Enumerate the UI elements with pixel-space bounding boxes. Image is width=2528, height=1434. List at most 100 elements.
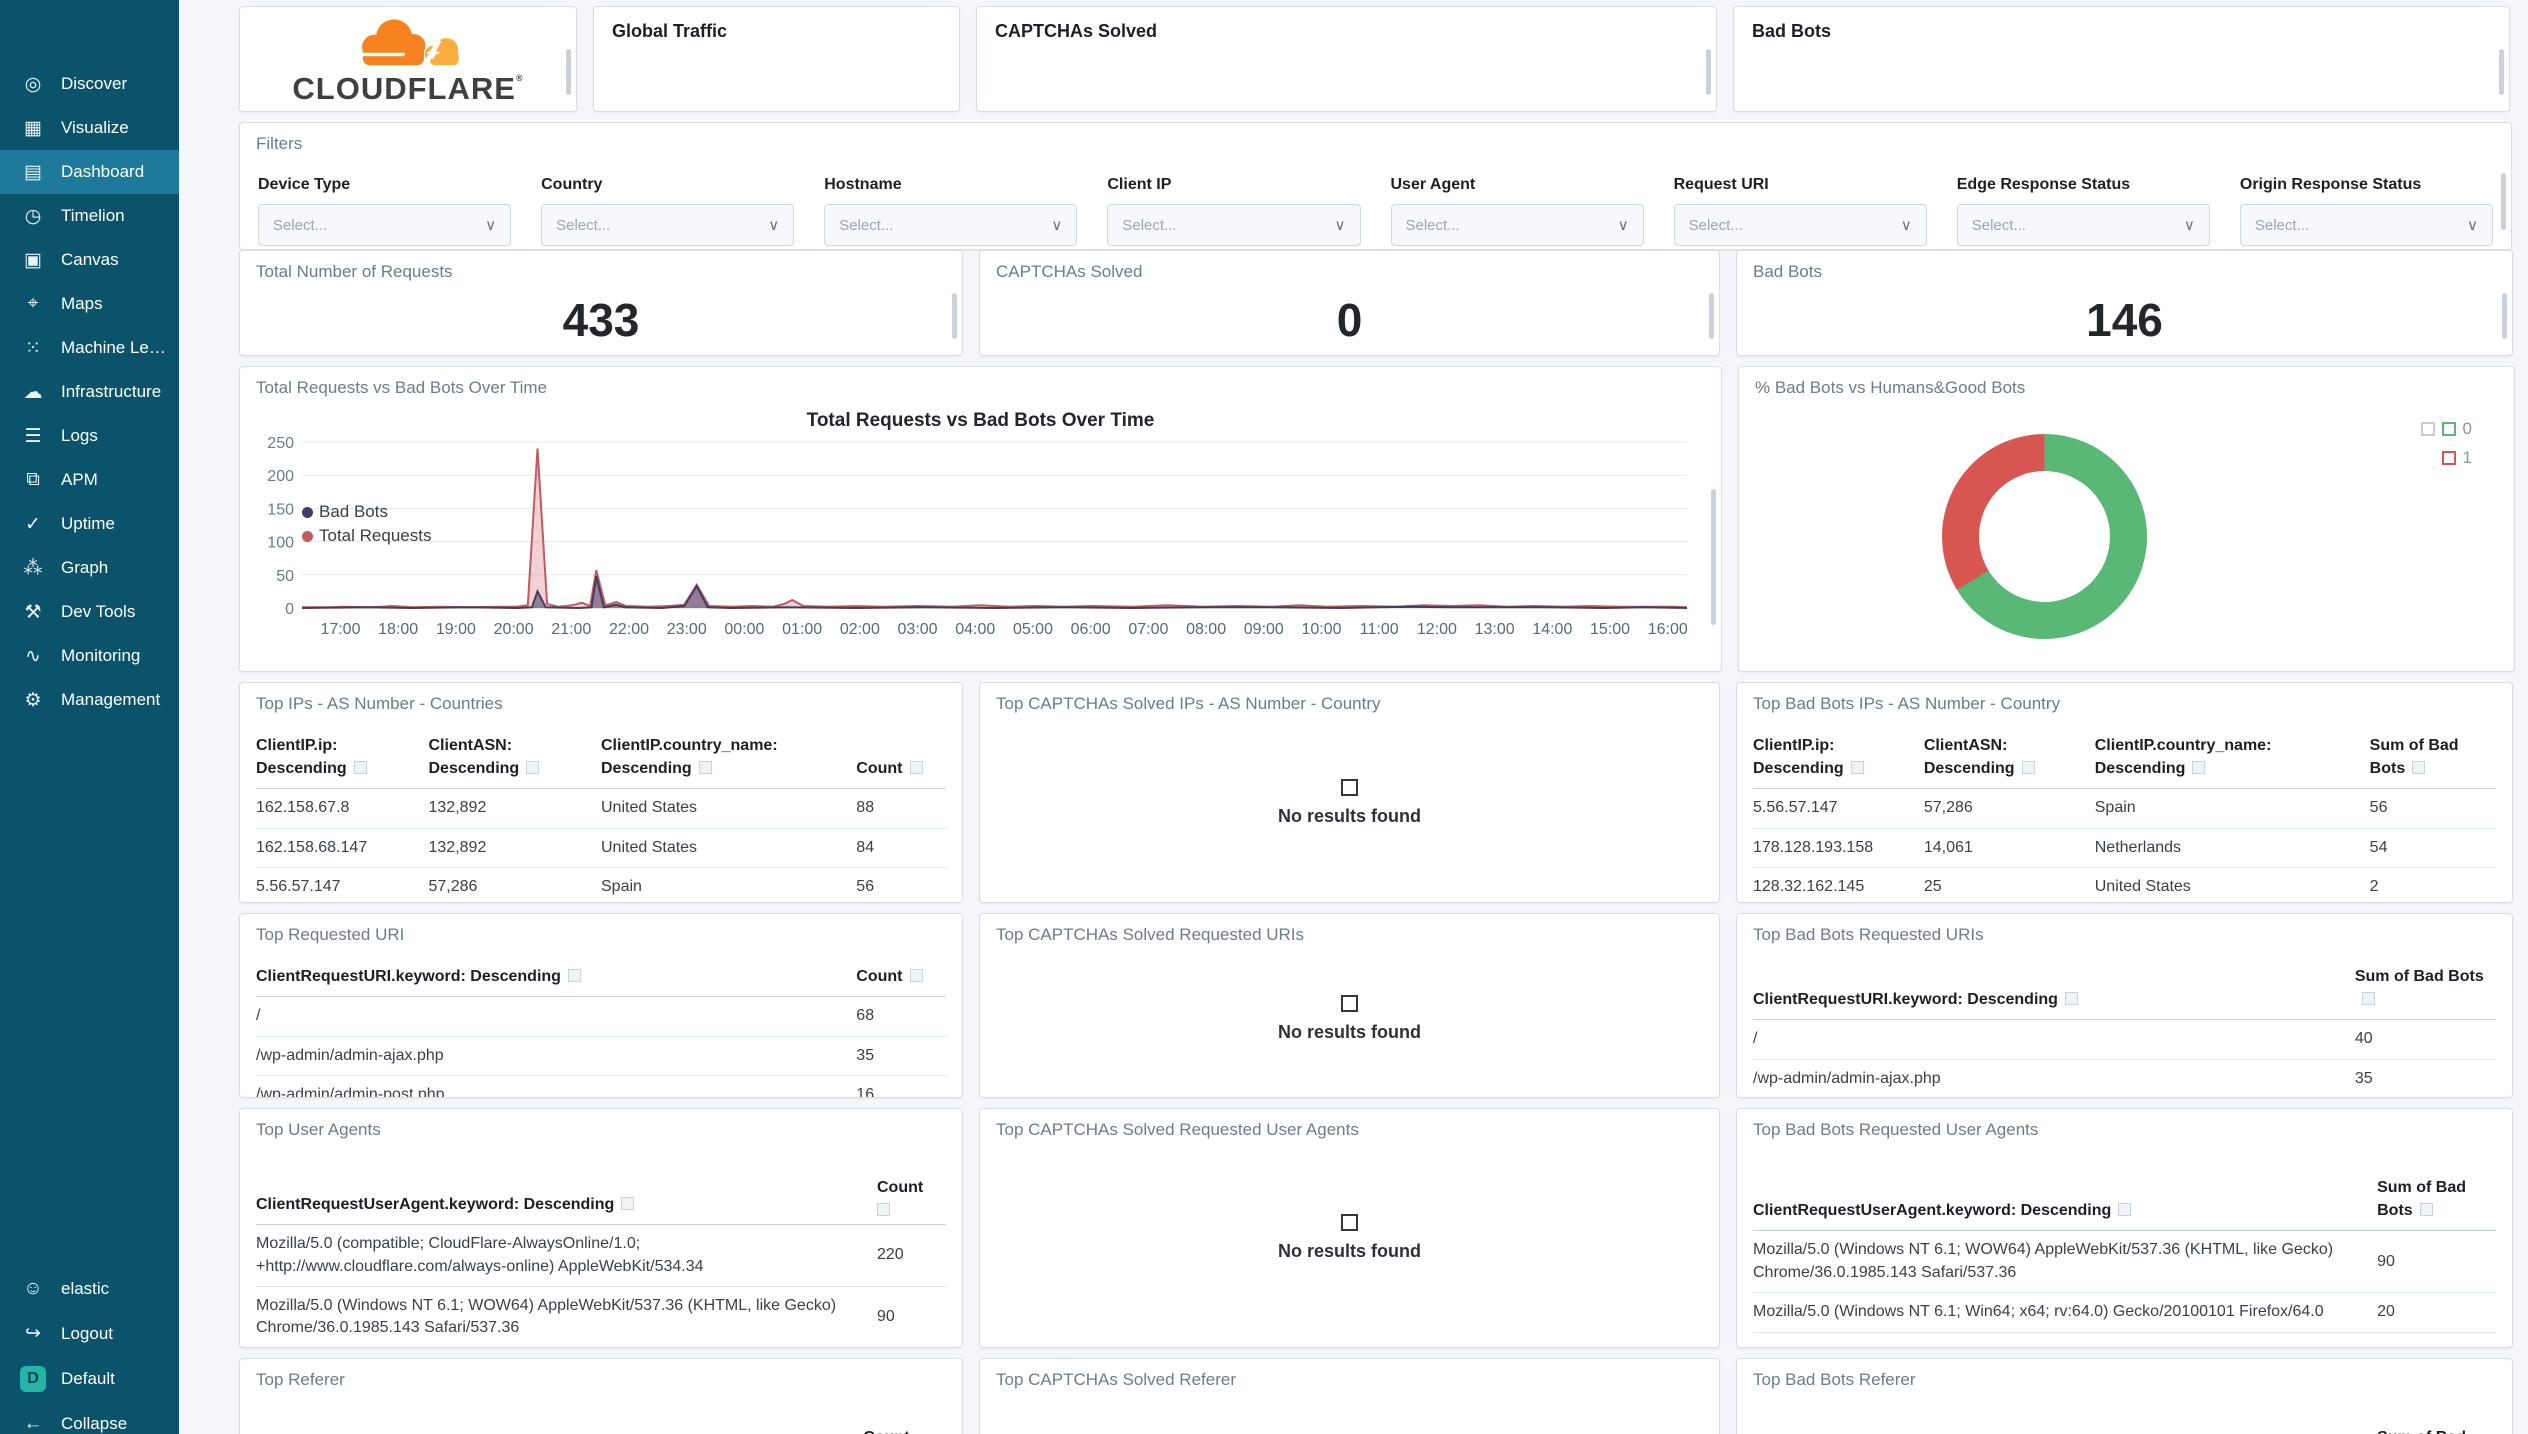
donut-legend-row[interactable]: 0 [2420, 419, 2472, 439]
table-row[interactable]: /wp-admin/admin-ajax.php 35 [1753, 1059, 2496, 1097]
column-header[interactable]: Sum of Bad Bots [2354, 957, 2496, 1021]
sort-icon[interactable] [877, 1203, 890, 1217]
sidebar-item[interactable]: ⚒ Dev Tools [0, 590, 179, 634]
table-row[interactable]: /wp-admin/admin-post.php 16 [256, 1075, 946, 1097]
column-header[interactable]: ClientRequestUserAgent.keyword: Descendi… [256, 1152, 877, 1226]
sort-icon[interactable] [2118, 1203, 2132, 1217]
column-header[interactable]: ClientRequestUserAgent.keyword: Descendi… [1753, 1152, 2378, 1232]
sidebar-item-label: Management [61, 690, 161, 709]
panel-scrollbar[interactable] [1706, 48, 1711, 96]
filter-select[interactable]: Select... ∨ [2239, 204, 2493, 246]
cell-asn: 132,892 [428, 828, 601, 869]
sidebar-item[interactable]: ✓ Uptime [0, 502, 179, 546]
sidebar-item[interactable]: ⁂ Graph [0, 546, 179, 590]
column-header[interactable]: ClientIP.ip: Descending [1753, 726, 1924, 790]
sidebar-item[interactable]: ▦ Visualize [0, 106, 179, 150]
sidebar-footer-item[interactable]: ↪ Logout [0, 1311, 179, 1356]
column-header[interactable]: ClientRequestURI.keyword: Descending [1753, 957, 2355, 1021]
table-row[interactable]: Mozilla/5.0 (Windows NT 6.1; WOW64) Appl… [1753, 1230, 2496, 1294]
panel-scrollbar[interactable] [952, 292, 957, 340]
column-header[interactable]: Count [856, 957, 946, 998]
column-header[interactable]: ClientASN: Descending [428, 726, 601, 790]
table-row[interactable]: / 68 [256, 996, 946, 1037]
table-row[interactable]: 178.128.193.158 14,061 Netherlands 54 [1753, 828, 2496, 869]
sort-icon[interactable] [621, 1197, 635, 1210]
sidebar-item[interactable]: ⚙ Management [0, 678, 179, 722]
column-header[interactable]: Count [863, 1402, 946, 1434]
table-row[interactable]: / 40 [1753, 1019, 2496, 1060]
filter-select[interactable]: Select... ∨ [1673, 204, 1927, 246]
panel-scrollbar[interactable] [1709, 292, 1714, 340]
sidebar-item[interactable]: ⌖ Maps [0, 282, 179, 326]
timeseries-legend-item[interactable]: Bad Bots [302, 502, 431, 522]
table-row[interactable]: /wp-admin/admin-ajax.php 35 [256, 1036, 946, 1076]
panel-scrollbar[interactable] [2502, 292, 2507, 340]
table-row[interactable]: 5.56.57.147 57,286 Spain 56 [1753, 788, 2496, 829]
filter-select[interactable]: Select... ∨ [258, 204, 512, 246]
table-row[interactable]: 162.158.67.8 132,892 United States 88 [256, 788, 946, 829]
sort-icon[interactable] [2412, 761, 2426, 775]
cell-sum: 90 [2377, 1230, 2496, 1294]
sidebar-footer-item[interactable]: ← Collapse [0, 1401, 179, 1434]
sort-icon[interactable] [698, 761, 712, 775]
sort-icon[interactable] [2419, 1203, 2433, 1217]
sidebar-item[interactable]: ▤ Dashboard [0, 150, 179, 194]
sort-icon[interactable] [353, 761, 367, 775]
sort-icon[interactable] [2361, 992, 2375, 1006]
sidebar-item[interactable]: ◷ Timelion [0, 194, 179, 238]
filter-select[interactable]: Select... ∨ [1390, 204, 1644, 246]
sidebar-item[interactable]: ∿ Monitoring [0, 634, 179, 678]
filter-select[interactable]: Select... ∨ [1107, 204, 1361, 246]
sidebar-item-label: Infrastructure [61, 382, 162, 401]
column-header[interactable]: Sum of Bad Bots [2377, 1402, 2496, 1434]
donut-chart[interactable] [1942, 434, 2147, 639]
filter-select[interactable]: Select... ∨ [824, 204, 1078, 246]
sort-icon[interactable] [2192, 761, 2206, 775]
sidebar-item[interactable]: ☁ Infrastructure [0, 370, 179, 414]
sidebar-item[interactable]: ▣ Canvas [0, 238, 179, 282]
column-header[interactable]: Sum of Bad Bots [2369, 726, 2496, 790]
table-row[interactable]: 5.56.57.147 57,286 Spain 56 [256, 867, 946, 902]
infrastructure-cloud-icon: ☁ [23, 381, 43, 403]
panel-scrollbar[interactable] [2501, 173, 2506, 231]
column-header[interactable] [1753, 1402, 2378, 1434]
panel-scrollbar[interactable] [566, 48, 571, 96]
donut-legend-row[interactable]: 1 [2421, 448, 2472, 468]
column-header[interactable]: Count [877, 1152, 946, 1226]
column-header[interactable]: ClientIP.country_name: Descending [2094, 726, 2370, 790]
column-header[interactable]: Sum of Bad Bots [2377, 1152, 2496, 1232]
legend-dot-icon [302, 530, 313, 542]
column-header[interactable]: ClientASN: Descending [1923, 726, 2095, 790]
table-row[interactable]: 162.158.68.147 132,892 United States 84 [256, 828, 946, 869]
table-row[interactable]: Mozilla/5.0 (Windows NT 6.1; Win64; x64;… [1753, 1292, 2496, 1333]
column-header[interactable]: Count [856, 726, 946, 790]
sort-icon[interactable] [909, 969, 923, 982]
table-row[interactable]: Mozilla/5.0 (compatible; CloudFlare-Alwa… [256, 1224, 946, 1287]
panel-scrollbar[interactable] [2499, 48, 2504, 96]
column-header[interactable] [256, 1402, 864, 1434]
sidebar-footer-item[interactable]: D Default [0, 1356, 179, 1401]
sort-icon[interactable] [526, 761, 540, 775]
column-header[interactable]: ClientRequestURI.keyword: Descending [256, 957, 857, 998]
filter-select[interactable]: Select... ∨ [541, 204, 795, 246]
sidebar-footer-item[interactable]: ☺ elastic [0, 1266, 179, 1311]
sort-icon[interactable] [909, 761, 923, 775]
sidebar-item[interactable]: ◎ Discover [0, 62, 179, 106]
sidebar-item[interactable]: ⧉ APM [0, 458, 179, 502]
sidebar-item[interactable]: ⁙ Machine Le… [0, 326, 179, 370]
svg-text:02:00: 02:00 [840, 621, 880, 638]
table-row[interactable]: 128.32.162.145 25 United States 2 [1753, 867, 2496, 902]
filter-select[interactable]: Select... ∨ [1956, 204, 2210, 246]
column-header[interactable]: ClientIP.ip: Descending [256, 726, 429, 790]
sort-icon[interactable] [1850, 761, 1864, 775]
sort-icon[interactable] [567, 969, 581, 982]
timeseries-plot[interactable]: 0 50 100 150 200 250 17:00 18:00 19:00 20:00 21:00… [254, 434, 1705, 646]
table-title: Top CAPTCHAs Solved IPs - AS Number - Co… [996, 694, 1381, 713]
sort-icon[interactable] [2064, 992, 2078, 1006]
panel-scrollbar[interactable] [1711, 488, 1716, 626]
sort-icon[interactable] [2021, 761, 2035, 775]
table-row[interactable]: Mozilla/5.0 (Windows NT 6.1; WOW64) Appl… [256, 1286, 946, 1347]
column-header[interactable]: ClientIP.country_name: Descending [601, 726, 857, 790]
timeseries-legend-item[interactable]: Total Requests [302, 526, 431, 546]
sidebar-item[interactable]: ☰ Logs [0, 414, 179, 458]
